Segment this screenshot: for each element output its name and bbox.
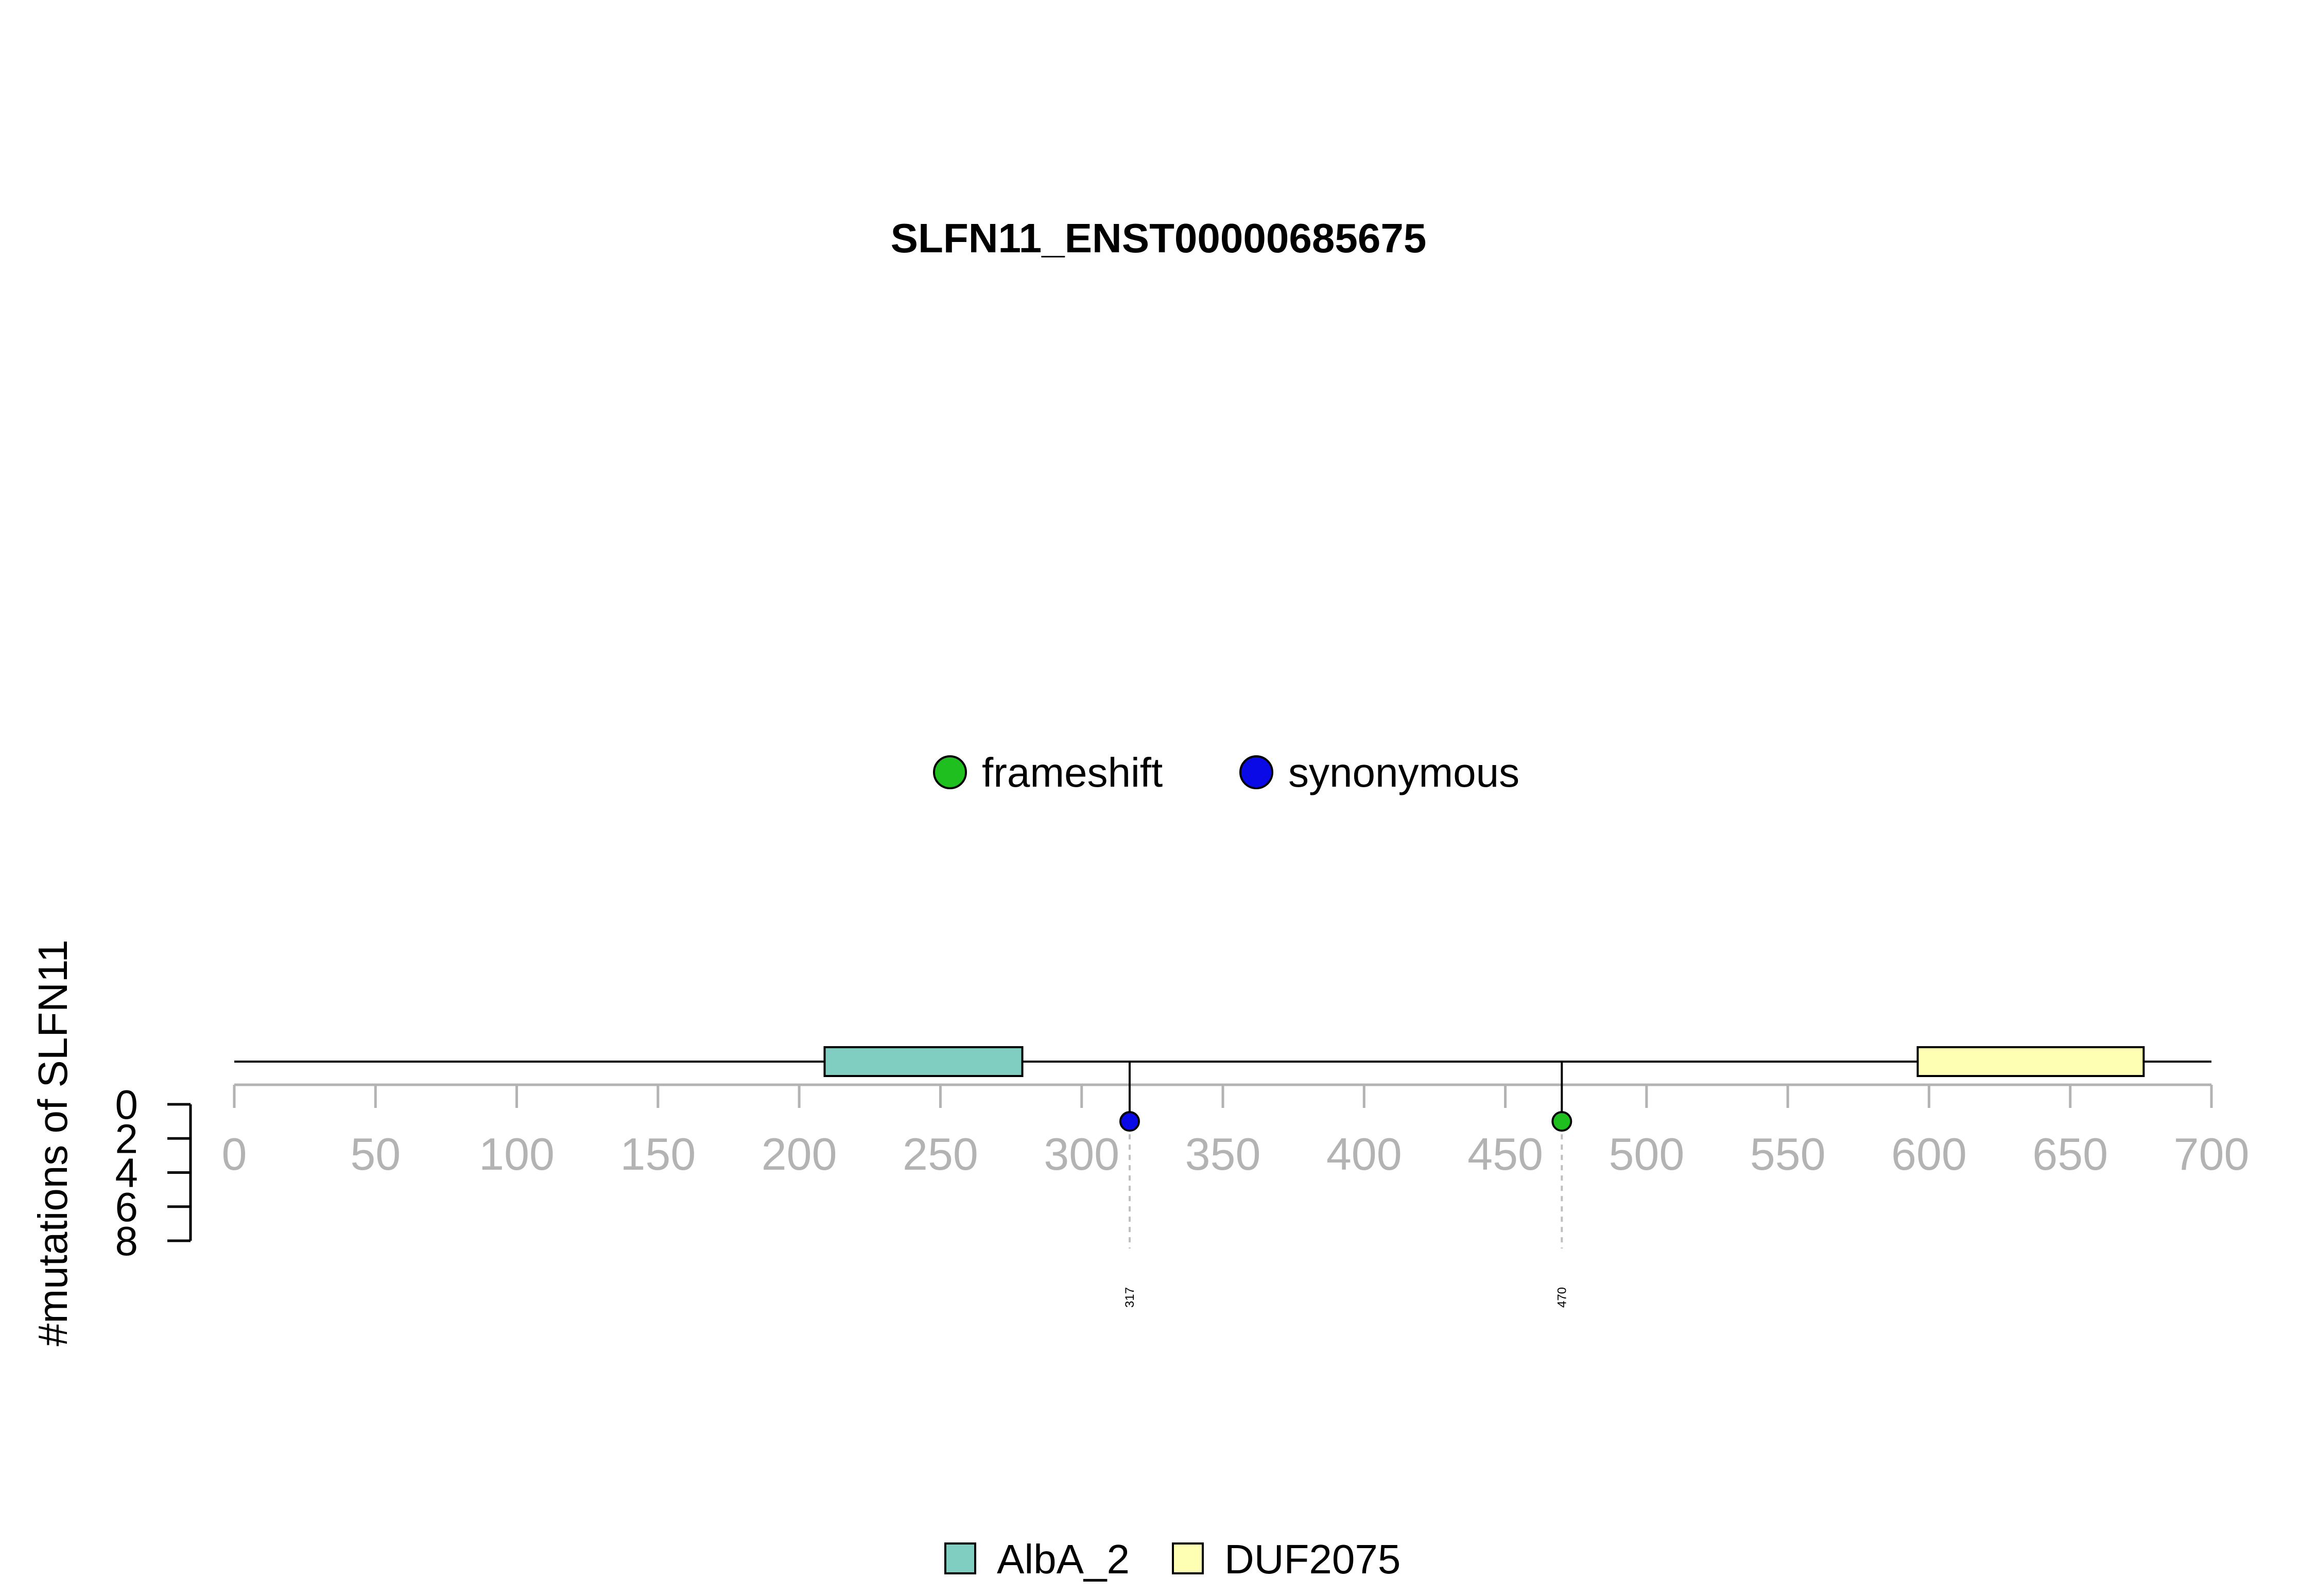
mutation-layer: 317 470 (1119, 1062, 1572, 1308)
legend-label: DUF2075 (1224, 1536, 1400, 1582)
x-tick-label: 600 (1891, 1129, 1967, 1179)
x-axis: 0 50 100 150 200 250 300 350 400 450 500 550 600 650 7… (222, 1083, 2250, 1179)
y-tick-label: 6 (115, 1184, 139, 1230)
lollipop-head (1551, 1111, 1572, 1132)
x-tick-label: 150 (620, 1129, 696, 1179)
legend-marker (933, 755, 967, 789)
x-tick-label: 650 (2032, 1129, 2108, 1179)
x-tick-label: 0 (222, 1129, 247, 1179)
y-tick-label: 8 (115, 1218, 139, 1264)
y-tick-label: 0 (115, 1082, 139, 1127)
domain-legend: AlbA_2 DUF2075 (944, 1536, 1400, 1582)
legend-label: synonymous (1288, 750, 1519, 795)
x-tick-label: 450 (1467, 1129, 1543, 1179)
x-tick-label: 700 (2174, 1129, 2250, 1179)
domain-box (823, 1046, 1024, 1077)
y-axis-label: #mutations of SLFN11 (30, 940, 76, 1346)
chart-title: SLFN11_ENST00000685675 (891, 215, 1427, 261)
legend-swatch (944, 1542, 976, 1574)
y-tick-label: 2 (115, 1116, 139, 1161)
x-tick-label: 500 (1609, 1129, 1684, 1179)
x-tick-label: 250 (903, 1129, 978, 1179)
x-tick-label: 50 (350, 1129, 401, 1179)
x-tick-label: 400 (1326, 1129, 1402, 1179)
x-tick-label: 100 (479, 1129, 555, 1179)
legend-label: frameshift (982, 750, 1163, 795)
domain-layer (823, 1046, 2145, 1077)
mutation-position-label: 317 (1123, 1287, 1137, 1308)
y-tick-label: 4 (115, 1150, 139, 1196)
lollipop-head (1119, 1111, 1140, 1132)
mutation-legend: frameshift synonymous (933, 750, 1519, 795)
x-tick-label: 550 (1750, 1129, 1826, 1179)
legend-marker (1239, 755, 1273, 789)
x-tick-label: 300 (1044, 1129, 1119, 1179)
legend-swatch (1172, 1542, 1204, 1574)
domain-box (1916, 1046, 2145, 1077)
mutation-position-label: 470 (1555, 1287, 1569, 1308)
x-tick-label: 350 (1185, 1129, 1261, 1179)
legend-label: AlbA_2 (997, 1536, 1130, 1582)
x-tick-label: 200 (762, 1129, 837, 1179)
